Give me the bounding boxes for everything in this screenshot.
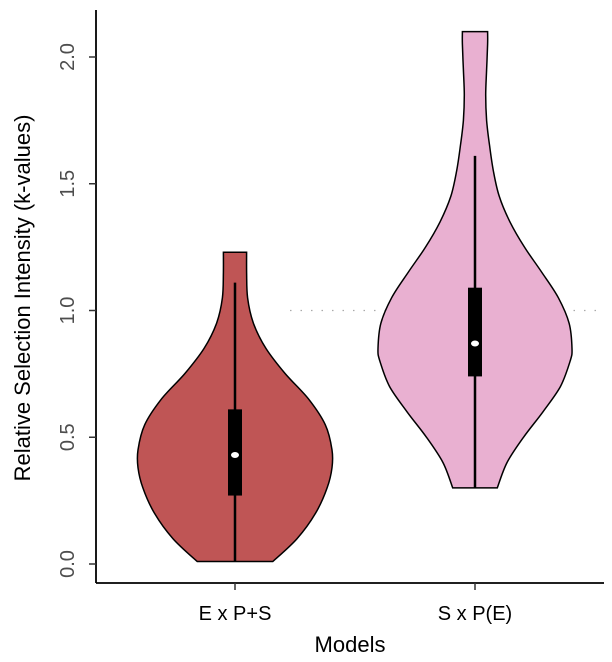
iqr-box [468, 287, 482, 377]
median-point [471, 340, 479, 347]
x-tick-label: E x P+S [199, 603, 272, 625]
x-tick-label: S x P(E) [438, 603, 512, 625]
y-tick-label: 0.5 [57, 423, 79, 451]
violin-group [136, 251, 334, 563]
y-axis-title: Relative Selection Intensity (k-values) [10, 115, 35, 482]
y-tick-label: 0.0 [57, 550, 79, 578]
y-tick-label: 1.5 [57, 170, 79, 198]
plot-area [136, 30, 604, 563]
median-point [231, 451, 239, 458]
x-axis-title: Models [315, 632, 386, 657]
y-tick-label: 1.0 [57, 297, 79, 325]
violin-group [377, 30, 573, 489]
y-tick-label: 2.0 [57, 43, 79, 71]
axes: 0.0 0.5 1.0 1.5 2.0 E x P+S S x P(E) [57, 10, 604, 625]
